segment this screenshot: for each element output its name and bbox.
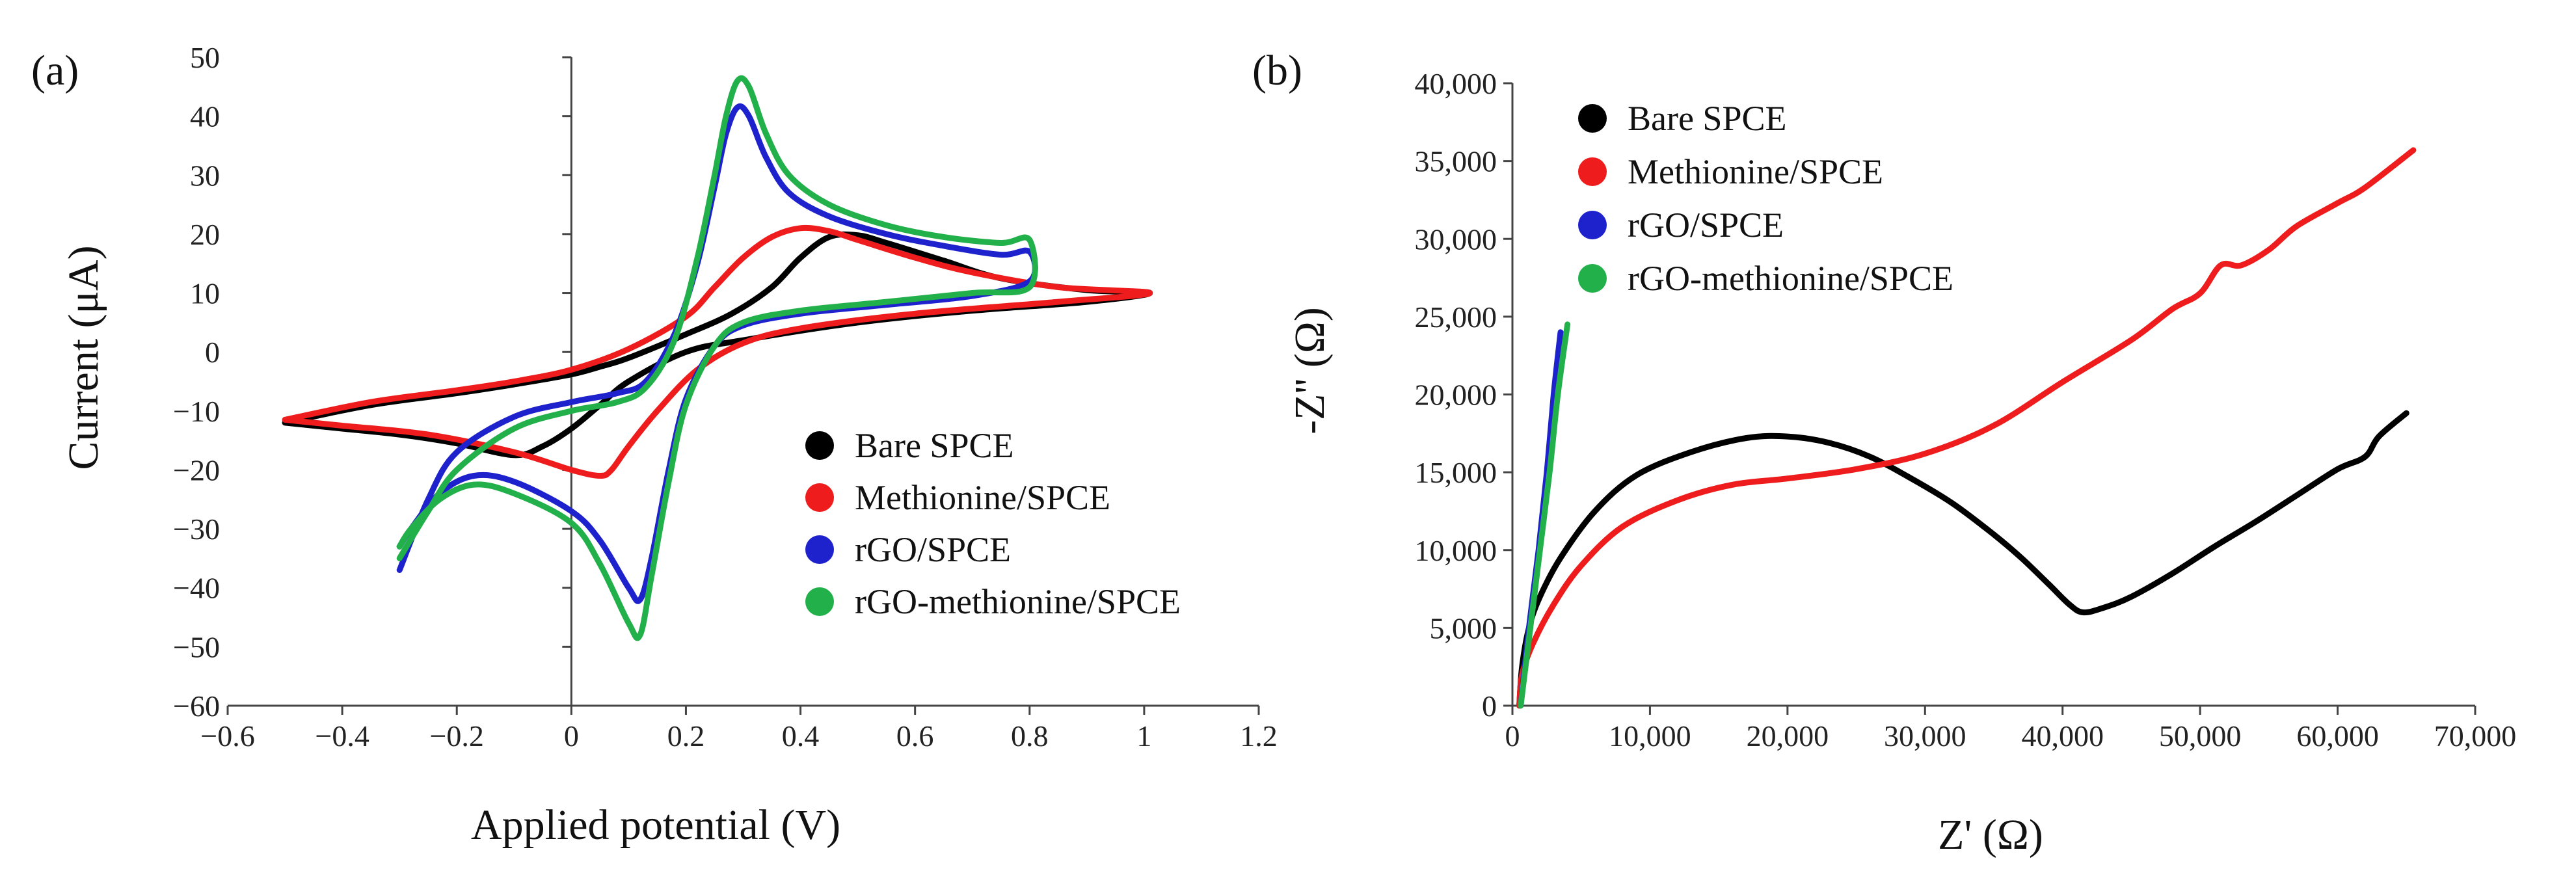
- y-axis-title-b: -Z'' (Ω): [1286, 307, 1334, 434]
- y-tick-label: 0: [205, 336, 220, 369]
- x-tick-label: −0.2: [429, 719, 483, 753]
- x-axis-title-b: Z' (Ω): [1938, 811, 2043, 859]
- x-axis-title-a: Applied potential (V): [471, 801, 840, 849]
- x-tick-label: 20,000: [1747, 719, 1829, 753]
- y-tick-label: 30: [190, 159, 220, 192]
- legend-marker: [1578, 264, 1607, 293]
- legend-marker: [805, 431, 834, 460]
- y-tick-label: −20: [173, 453, 220, 486]
- legend-label: Bare SPCE: [1628, 99, 1787, 138]
- y-tick-label: 25,000: [1415, 300, 1497, 334]
- series-line-rgo-methionine-spce: [1518, 321, 1571, 709]
- series-group-b: [1516, 147, 2417, 709]
- chart-panel-b: (b) 0 10,000 20,000 30,000 40,000 50,000 60,00…: [1252, 47, 2516, 859]
- legend-marker: [1578, 211, 1607, 239]
- legend-a: Bare SPCE Methionine/SPCE rGO/SPCE rGO-meth…: [805, 426, 1181, 621]
- y-tick-label: 15,000: [1415, 456, 1497, 489]
- y-tick-label: 0: [1482, 689, 1497, 723]
- legend-label: rGO-methionine/SPCE: [1628, 259, 1953, 298]
- y-axis-title-a: Current (μA): [60, 245, 107, 470]
- y-tick-label: −60: [173, 689, 220, 723]
- y-tick-label: 40,000: [1415, 67, 1497, 100]
- x-tick-label: 0.8: [1011, 719, 1049, 753]
- x-tick-label: 60,000: [2296, 719, 2379, 753]
- legend-marker: [805, 535, 834, 564]
- y-tick-label: −30: [173, 513, 220, 546]
- x-tick-label: 0: [1505, 719, 1520, 753]
- y-tick-label: 10,000: [1415, 534, 1497, 567]
- y-tick-label: 50: [190, 41, 220, 74]
- x-tick-label: 0.4: [782, 719, 820, 753]
- x-tick-label: 0.6: [896, 719, 934, 753]
- y-tick-label: 40: [190, 100, 220, 133]
- panel-label-a: (a): [31, 47, 79, 94]
- legend-b: Bare SPCE Methionine/SPCE rGO/SPCE rGO-meth…: [1578, 99, 1953, 298]
- legend-marker: [1578, 104, 1607, 133]
- series-line-rgo-spce: [396, 103, 1038, 604]
- series-line-methionine-spce: [1516, 147, 2417, 709]
- series-line-rgo-methionine-spce: [396, 75, 1038, 641]
- series-line-bare-spce: [1516, 410, 2409, 709]
- legend-label: Methionine/SPCE: [855, 478, 1110, 517]
- y-tick-label: −50: [173, 630, 220, 663]
- chart-panel-a: (a) −0.6 −0.4 −0.2 0 0.2 0.4 0.6 0.8 1 1.2−60−50−…: [31, 41, 1278, 849]
- legend-label: rGO/SPCE: [855, 530, 1011, 569]
- x-tick-label: 1: [1136, 719, 1151, 753]
- series-line-methionine-spce: [282, 224, 1153, 479]
- legend-label: Methionine/SPCE: [1628, 152, 1883, 191]
- y-tick-label: 20,000: [1415, 379, 1497, 412]
- x-tick-label: −0.4: [315, 719, 369, 753]
- x-tick-label: −0.6: [200, 719, 254, 753]
- series-group-a: [282, 75, 1153, 641]
- y-tick-label: 5,000: [1430, 611, 1497, 645]
- x-tick-label: 1.2: [1240, 719, 1278, 753]
- legend-label: rGO/SPCE: [1628, 206, 1784, 245]
- legend-marker: [1578, 157, 1607, 186]
- y-tick-label: 10: [190, 277, 220, 310]
- y-tick-label: 30,000: [1415, 222, 1497, 256]
- axes-a: [228, 57, 1259, 707]
- y-tick-label: 35,000: [1415, 145, 1497, 178]
- x-tick-label: 70,000: [2434, 719, 2517, 753]
- x-tick-label: 30,000: [1884, 719, 1966, 753]
- x-tick-label: 50,000: [2159, 719, 2242, 753]
- y-tick-label: −10: [173, 395, 220, 428]
- x-tick-label: 0.2: [667, 719, 705, 753]
- panel-label-b: (b): [1252, 47, 1302, 94]
- legend-marker: [805, 587, 834, 616]
- legend-label: rGO-methionine/SPCE: [855, 582, 1181, 621]
- ticks-b: 0 10,000 20,000 30,000 40,000 50,000 60,000 70,…: [1415, 67, 2517, 753]
- ticks-a: −0.6 −0.4 −0.2 0 0.2 0.4 0.6 0.8 1 1.2 −60 −50 −40 −3…: [173, 41, 1278, 753]
- legend-marker: [805, 483, 834, 512]
- y-tick-label: −40: [173, 572, 220, 605]
- x-tick-label: 0: [564, 719, 579, 753]
- x-tick-label: 10,000: [1609, 719, 1691, 753]
- y-tick-label: 20: [190, 218, 220, 251]
- x-tick-label: 40,000: [2021, 719, 2104, 753]
- legend-label: Bare SPCE: [855, 426, 1014, 465]
